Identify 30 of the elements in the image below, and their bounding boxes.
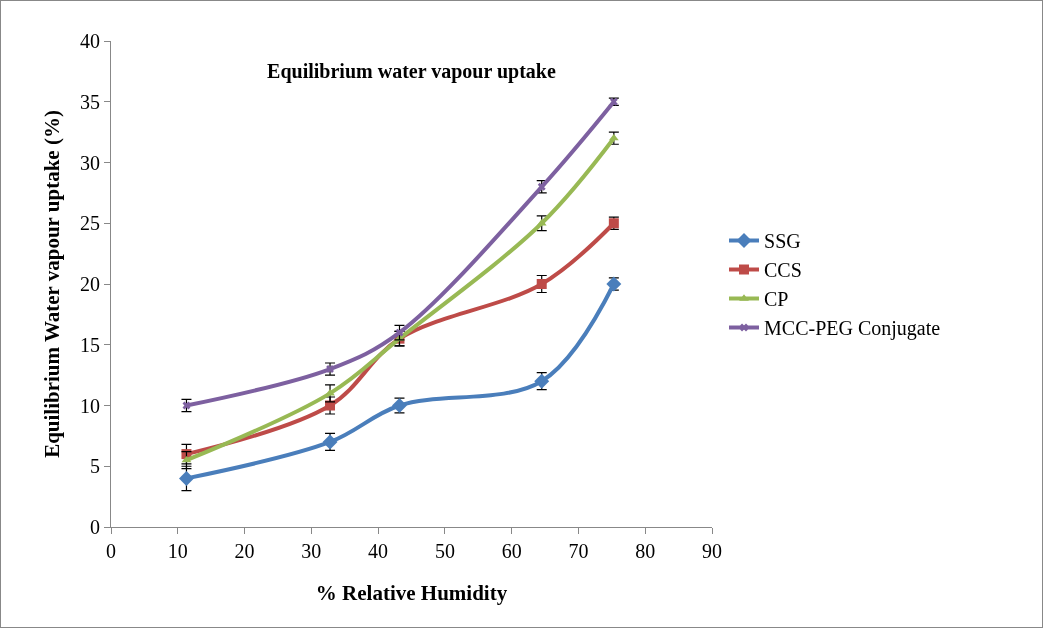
y-tick-label: 0 — [90, 516, 100, 538]
y-tick-label: 20 — [80, 273, 100, 295]
legend-label: SSG — [764, 230, 801, 253]
y-tick-label: 30 — [80, 151, 100, 174]
x-tick-label: 50 — [434, 540, 455, 562]
text: Equilibrium water vapour uptake — [267, 59, 556, 83]
y-tick-label: 10 — [80, 394, 100, 417]
x-tick-label: 40 — [368, 540, 389, 562]
y-axis-title: Equilibrium Water vapour uptake (%) — [40, 110, 64, 458]
point — [181, 455, 192, 463]
point — [608, 133, 619, 141]
y-tick-label: 15 — [80, 333, 100, 356]
x-tick-label: 90 — [702, 540, 722, 562]
x-tick-label: 0 — [106, 540, 116, 562]
x-tick-label: 10 — [167, 540, 188, 562]
legend-label: MCC-PEG Conjugate — [764, 317, 941, 341]
y-tick-label: 5 — [90, 455, 100, 478]
point — [536, 279, 547, 289]
y-tick-label: 25 — [80, 212, 100, 235]
y-tick-label: 40 — [80, 30, 100, 52]
x-tick-label: 60 — [501, 540, 522, 562]
point — [178, 470, 194, 486]
legend-label: CP — [764, 288, 789, 311]
y-tick-label: 35 — [80, 90, 100, 113]
x-tick-label: 70 — [568, 540, 589, 562]
x-tick-label: 30 — [301, 540, 322, 562]
x-tick-label: 20 — [234, 540, 255, 562]
legend-label: CCS — [764, 259, 802, 282]
x-tick-label: 80 — [635, 540, 656, 562]
x-axis-title: % Relative Humidity — [315, 581, 508, 605]
